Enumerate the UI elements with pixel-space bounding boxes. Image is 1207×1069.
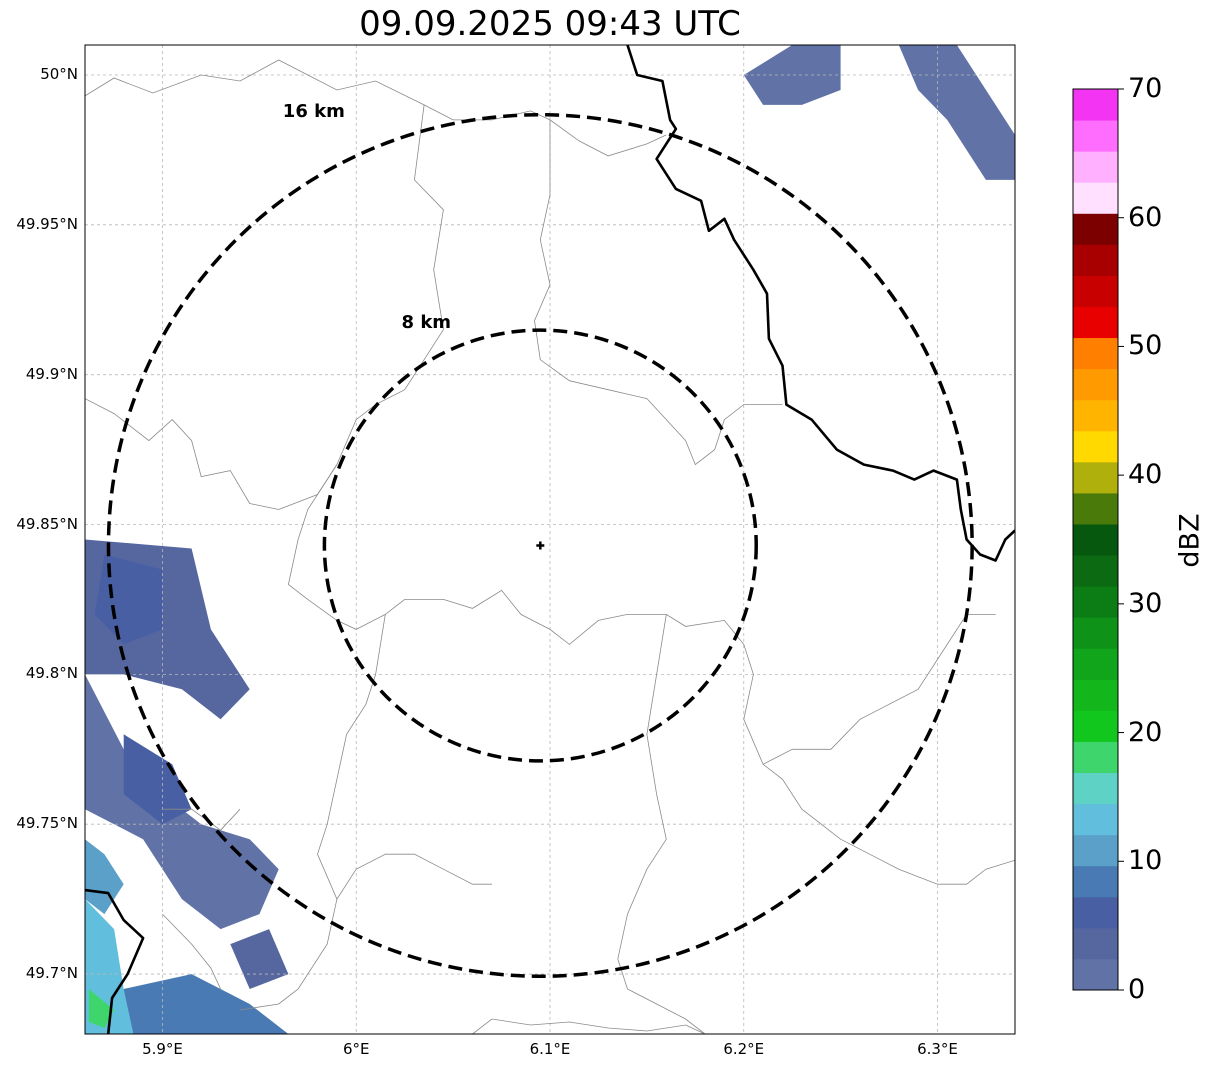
radar-site-marker [536,541,545,550]
ring-label-8km: 8 km [401,312,452,334]
lat-tick-label: 49.9°N [25,364,78,383]
lat-tick-label: 49.7°N [25,964,78,983]
gridlines [85,45,1015,1034]
lat-tick-label: 49.95°N [16,214,78,233]
colorbar-swatch [1073,492,1118,525]
lon-tick-label: 5.9°E [142,1040,183,1058]
colorbar-swatch [1073,958,1118,991]
lat-tick-label: 50°N [40,64,78,83]
colorbar-swatch [1073,275,1118,307]
lat-tick-label: 49.85°N [16,514,78,533]
colorbar-swatch [1073,244,1118,276]
colorbar-tick-label: 0 [1128,974,1146,1005]
colorbar-swatch [1073,306,1118,339]
lat-tick-label: 49.75°N [16,814,78,833]
lon-tick-label: 6.3°E [917,1040,958,1058]
echo-area-6 [123,974,289,1034]
colorbar-swatch [1073,368,1118,401]
range-ring-16km [106,112,974,978]
admin-boundary-5 [336,853,492,900]
colorbar [1072,88,1124,991]
echo-area-5 [85,899,221,1034]
colorbar-tick-label: 60 [1128,201,1163,233]
range-rings [106,112,974,978]
national-border-segment-0 [626,45,1015,562]
colorbar-swatch [1073,772,1118,805]
colorbar-swatch [1073,927,1118,960]
colorbar-swatch [1073,89,1118,121]
colorbar-swatch [1073,586,1118,618]
admin-boundaries [85,59,1015,1034]
colorbar-tick-label: 40 [1128,459,1163,491]
colorbar-swatch [1073,834,1118,867]
colorbar-tick-label: 10 [1128,845,1163,877]
colorbar-swatch [1073,617,1118,649]
colorbar-swatch [1073,399,1118,432]
lon-tick-label: 6.2°E [723,1040,765,1058]
admin-boundary-10 [162,913,221,990]
echo-area-9 [743,45,841,105]
lat-tick-label: 49.8°N [25,664,78,683]
admin-boundary-7 [762,614,996,765]
colorbar-tick-label: 20 [1128,716,1163,748]
admin-boundary-3 [287,464,1015,885]
colorbar-swatch [1073,710,1118,742]
colorbar-swatch [1073,182,1118,214]
echo-area-3 [123,734,192,825]
colorbar-swatch [1073,803,1118,836]
echo-area-8 [88,989,115,1028]
colorbar-unit-label: dBZ [1174,513,1206,568]
colorbar-swatch [1073,741,1118,774]
colorbar-swatch [1073,896,1118,929]
colorbar-swatch [1073,430,1118,463]
echo-area-10 [898,45,1015,180]
national-border [85,45,1015,1034]
colorbar-tick-label: 50 [1128,330,1163,362]
admin-boundary-6 [617,614,706,1034]
echo-area-2 [85,674,279,930]
echo-area-1 [94,554,163,645]
colorbar-swatch [1073,151,1118,183]
colorbar-swatch [1073,555,1118,587]
colorbar-swatch [1073,461,1118,494]
ring-label-16km: 16 km [282,101,345,123]
colorbar-tick-label: 30 [1128,587,1163,619]
colorbar-swatch [1073,865,1118,898]
map-title: 09.09.2025 09:43 UTC [359,4,741,44]
range-ring-8km [322,328,758,763]
echo-area-4 [85,839,124,915]
colorbar-swatch [1073,648,1118,680]
colorbar-swatch [1073,120,1118,152]
admin-boundary-9 [472,1018,706,1034]
colorbar-tick-label: 70 [1128,73,1163,104]
lon-tick-label: 6.1°E [529,1040,571,1058]
lon-tick-label: 6°E [342,1040,370,1058]
colorbar-swatch [1073,337,1118,370]
admin-boundary-2 [534,119,783,466]
radar-echo-layer [85,45,1015,1034]
colorbar-swatch [1073,523,1118,556]
national-border-segment-1 [85,888,145,1034]
colorbar-frame [1072,88,1119,991]
map-frame [84,44,1016,1035]
colorbar-swatch [1073,213,1118,245]
admin-boundary-4 [239,614,386,1011]
colorbar-swatch [1073,679,1118,711]
